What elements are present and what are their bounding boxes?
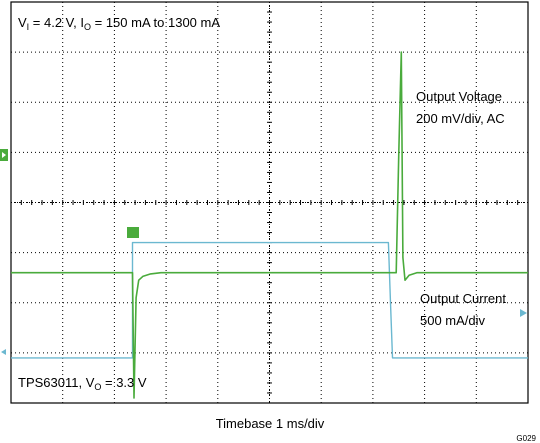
voltage-scale-label: 200 mV/div, AC [416, 111, 505, 126]
io-value: = 150 mA to 1300 mA [91, 15, 220, 30]
vin-symbol: V [18, 15, 27, 30]
traces [11, 51, 528, 399]
current-scale-label: 500 mA/div [420, 313, 486, 328]
current-trigger-marker [520, 309, 527, 317]
scope-grid [10, 1, 529, 404]
current-series-label: Output Current [420, 291, 506, 306]
voltage-trace [11, 51, 528, 399]
voltage-marker-arrow [2, 152, 6, 158]
device-name: TPS63011, V [18, 375, 95, 390]
device-label: TPS63011, VO = 3.3 V [18, 375, 147, 392]
current-channel-marker [1, 349, 6, 355]
voltage-trigger-tag [127, 227, 139, 238]
test-conditions: VI = 4.2 V, IO = 150 mA to 1300 mA [18, 15, 220, 32]
voltage-series-label: Output Voltage [416, 89, 502, 104]
vin-value: = 4.2 V, I [29, 15, 84, 30]
channel-markers [0, 149, 527, 355]
vout-value: = 3.3 V [101, 375, 146, 390]
figure-id: G029 [516, 434, 536, 443]
x-axis-label: Timebase 1 ms/div [216, 416, 325, 431]
vout-subscript: O [94, 382, 101, 392]
vin-subscript: I [27, 22, 30, 32]
io-subscript: O [84, 22, 91, 32]
